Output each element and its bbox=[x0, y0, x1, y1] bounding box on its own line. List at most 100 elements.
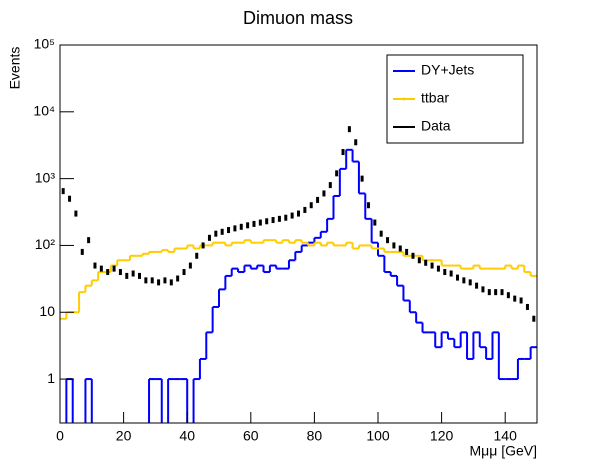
legend-label: DY+Jets bbox=[421, 62, 474, 78]
data-point bbox=[500, 289, 504, 296]
data-point bbox=[341, 149, 345, 156]
data-point bbox=[487, 289, 491, 296]
frame bbox=[59, 44, 538, 424]
y-tick-label: 10 bbox=[39, 303, 55, 319]
data-point bbox=[284, 214, 288, 221]
x-tick-label: 0 bbox=[56, 428, 64, 444]
data-point bbox=[405, 248, 409, 255]
data-point bbox=[379, 230, 383, 237]
data-point bbox=[481, 286, 485, 293]
legend-marker bbox=[402, 97, 406, 101]
data-point bbox=[468, 279, 472, 286]
data-point bbox=[112, 265, 116, 272]
data-point bbox=[150, 277, 154, 284]
x-tick-label: 100 bbox=[366, 428, 390, 444]
data-point bbox=[417, 257, 421, 264]
x-tick-label: 120 bbox=[430, 428, 454, 444]
data-point bbox=[239, 223, 243, 230]
data-point bbox=[462, 277, 466, 284]
data-point bbox=[277, 215, 281, 222]
data-point bbox=[525, 303, 529, 310]
data-point bbox=[169, 279, 173, 286]
x-tick-label: 80 bbox=[307, 428, 323, 444]
y-tick-label: 1 bbox=[47, 370, 55, 386]
data-point bbox=[220, 228, 224, 235]
data-point bbox=[354, 139, 358, 146]
legend: DY+Jets ttbar Data bbox=[386, 54, 524, 144]
data-point bbox=[246, 222, 250, 229]
data-point bbox=[303, 206, 307, 213]
data-point bbox=[322, 190, 326, 197]
data-point bbox=[188, 262, 192, 269]
data-point bbox=[335, 170, 339, 177]
y-axis-label: Events bbox=[7, 47, 23, 90]
x-tick-label: 20 bbox=[116, 428, 132, 444]
data-point bbox=[494, 289, 498, 296]
data-point bbox=[513, 295, 517, 302]
data-point bbox=[68, 195, 72, 202]
data-point bbox=[366, 202, 370, 209]
data-point bbox=[411, 252, 415, 259]
data-point bbox=[532, 315, 536, 322]
data-point bbox=[131, 270, 135, 277]
data-point bbox=[233, 225, 237, 232]
y-tick-label: 10² bbox=[35, 236, 56, 252]
data-point bbox=[207, 234, 211, 241]
plot-area bbox=[60, 126, 537, 423]
data-point bbox=[138, 272, 141, 279]
data-point bbox=[456, 274, 459, 281]
data-point bbox=[201, 242, 205, 249]
data-point bbox=[144, 277, 148, 284]
data-point bbox=[271, 217, 275, 224]
data-point bbox=[386, 237, 390, 244]
data-point bbox=[252, 220, 256, 227]
data-point bbox=[214, 230, 218, 237]
data-point bbox=[297, 210, 300, 217]
data-point bbox=[195, 252, 199, 259]
chart-title: Dimuon mass bbox=[243, 8, 353, 28]
data-point bbox=[360, 175, 364, 182]
data-point bbox=[118, 269, 122, 276]
data-point bbox=[449, 270, 453, 277]
data-point bbox=[87, 237, 91, 244]
data-point bbox=[93, 262, 97, 269]
data-point bbox=[290, 212, 294, 219]
data-point bbox=[182, 269, 186, 276]
x-tick-label: 60 bbox=[243, 428, 259, 444]
data-point bbox=[475, 282, 479, 289]
x-tick-label: 40 bbox=[179, 428, 195, 444]
data-point bbox=[99, 265, 103, 272]
data-point bbox=[176, 275, 180, 282]
data-point bbox=[265, 218, 269, 225]
data-point bbox=[157, 279, 161, 286]
x-axis-label: Mμμ [GeV] bbox=[470, 443, 537, 459]
data-point bbox=[80, 248, 84, 255]
legend-label: Data bbox=[421, 118, 451, 134]
data-point bbox=[373, 219, 377, 226]
data-point bbox=[519, 297, 523, 304]
data-point bbox=[392, 242, 396, 249]
y-tick-label: 10⁴ bbox=[33, 103, 55, 119]
legend-label: ttbar bbox=[421, 90, 449, 106]
data-point bbox=[125, 272, 129, 279]
data-point bbox=[430, 262, 434, 269]
data-point bbox=[328, 182, 332, 189]
data-point bbox=[506, 292, 510, 299]
y-tick-label: 10⁵ bbox=[34, 36, 55, 52]
data-point bbox=[106, 269, 110, 276]
data-point bbox=[424, 259, 428, 266]
data-point bbox=[163, 277, 167, 284]
data-point bbox=[61, 188, 65, 195]
data-point bbox=[74, 210, 78, 217]
data-point bbox=[436, 265, 440, 272]
data-point bbox=[309, 202, 313, 209]
data-point bbox=[258, 219, 262, 226]
data-point bbox=[227, 227, 231, 234]
data-point bbox=[316, 196, 320, 203]
data-point bbox=[398, 245, 402, 252]
data-point bbox=[443, 269, 447, 276]
y-tick-label: 10³ bbox=[35, 169, 56, 185]
x-tick-label: 140 bbox=[494, 428, 518, 444]
data-point bbox=[347, 126, 351, 133]
